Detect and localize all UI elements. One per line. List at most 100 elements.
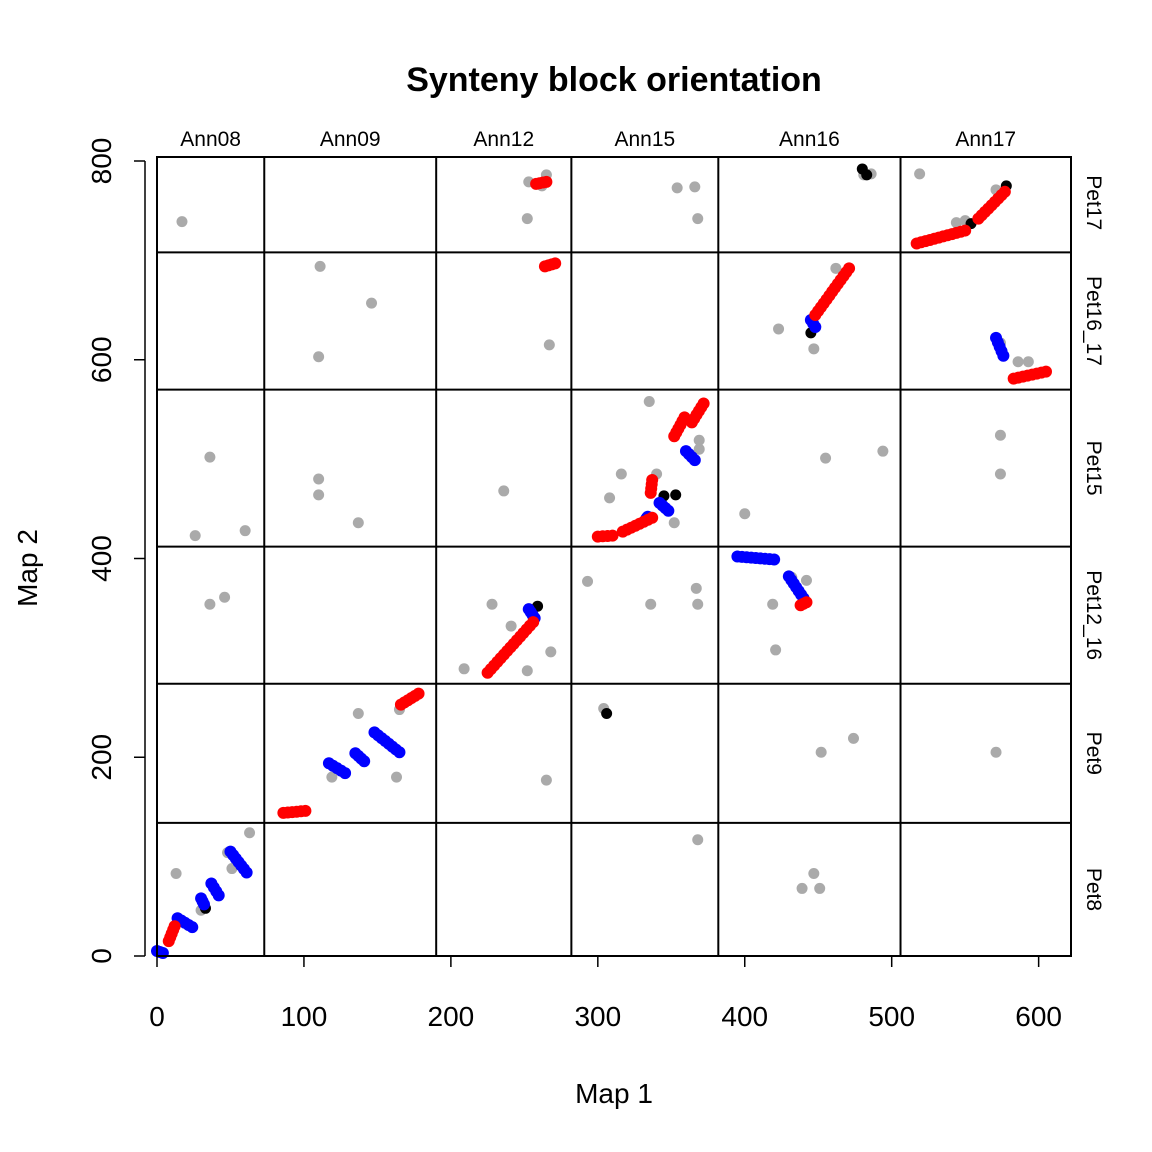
- data-point: [689, 181, 701, 193]
- data-point: [186, 921, 199, 934]
- x-tick-label: 100: [281, 1001, 328, 1032]
- data-point: [366, 297, 378, 309]
- data-point: [505, 620, 517, 632]
- data-point: [994, 468, 1006, 480]
- data-point: [189, 530, 201, 542]
- data-point: [176, 216, 188, 228]
- data-point: [670, 489, 682, 501]
- data-point: [545, 646, 557, 658]
- data-point: [645, 598, 657, 610]
- data-point: [212, 889, 225, 902]
- data-point: [170, 868, 182, 880]
- data-point: [692, 834, 704, 846]
- data-point: [314, 260, 326, 272]
- data-point: [156, 947, 169, 960]
- data-point: [646, 511, 659, 524]
- data-point: [1022, 356, 1034, 368]
- data-point: [770, 644, 782, 656]
- panel-grid: [157, 157, 1071, 956]
- data-point: [299, 804, 312, 817]
- data-point: [527, 616, 540, 629]
- data-point: [1039, 365, 1052, 378]
- y-tick-label: 400: [86, 535, 117, 582]
- row-label: Pet16_17: [1082, 276, 1105, 366]
- data-point: [693, 434, 705, 446]
- column-label: Ann12: [473, 128, 534, 151]
- column-label: Ann09: [320, 128, 381, 151]
- data-point: [582, 575, 594, 587]
- data-point: [809, 320, 822, 333]
- plot-frame: [156, 156, 1072, 957]
- data-point: [994, 429, 1006, 441]
- data-point: [391, 771, 403, 783]
- data-point: [688, 454, 701, 467]
- data-point: [458, 663, 470, 675]
- data-point: [606, 529, 619, 542]
- data-point: [219, 591, 231, 603]
- data-point: [358, 755, 371, 768]
- data-point: [604, 492, 616, 504]
- data-point: [861, 169, 873, 181]
- x-tick-label: 0: [149, 1001, 165, 1032]
- data-point: [168, 920, 181, 933]
- data-point: [352, 517, 364, 529]
- data-point: [244, 827, 256, 839]
- x-tick-label: 400: [721, 1001, 768, 1032]
- data-point: [767, 598, 779, 610]
- y-axis-title: Map 2: [12, 529, 43, 607]
- data-point: [498, 485, 510, 497]
- data-point: [843, 262, 856, 275]
- x-tick-label: 200: [428, 1001, 475, 1032]
- data-point: [313, 473, 325, 485]
- data-point: [540, 175, 553, 188]
- data-point: [198, 898, 211, 911]
- data-point: [693, 443, 705, 455]
- data-point: [352, 708, 364, 720]
- x-tick-label: 600: [1015, 1001, 1062, 1032]
- data-point: [997, 349, 1010, 362]
- row-label: Pet17: [1082, 175, 1105, 230]
- column-label: Ann17: [955, 128, 1016, 151]
- data-point: [412, 687, 425, 700]
- data-point: [830, 262, 842, 274]
- data-point: [239, 525, 251, 537]
- data-point: [815, 746, 827, 758]
- row-label: Pet15: [1082, 441, 1105, 496]
- x-tick-label: 300: [574, 1001, 621, 1032]
- column-label: Ann16: [779, 128, 840, 151]
- data-point: [690, 582, 702, 594]
- data-point: [540, 774, 552, 786]
- column-label: Ann15: [614, 128, 675, 151]
- data-point: [615, 468, 627, 480]
- data-point: [739, 508, 751, 520]
- data-point: [549, 257, 562, 270]
- data-point: [393, 746, 406, 759]
- data-point: [204, 598, 216, 610]
- data-point: [521, 665, 533, 677]
- row-label: Pet9: [1082, 732, 1105, 775]
- data-point: [914, 168, 926, 180]
- chart-title: Synteny block orientation: [406, 61, 822, 99]
- data-point: [796, 882, 808, 894]
- data-point: [543, 339, 555, 351]
- data-point: [692, 213, 704, 225]
- data-point: [990, 746, 1002, 758]
- data-point: [847, 732, 859, 744]
- row-label: Pet12_16: [1082, 570, 1105, 660]
- data-point: [820, 452, 832, 464]
- data-point: [668, 517, 680, 529]
- data-point: [773, 323, 785, 335]
- facet-labels: Ann08 Ann09 Ann12 Ann15 Ann16 Ann17 Pet8 Pet9 Pe…: [180, 128, 1105, 911]
- data-point: [326, 771, 338, 783]
- data-point: [950, 217, 962, 229]
- y-tick-label: 200: [86, 734, 117, 781]
- data-point: [601, 708, 613, 720]
- data-point: [521, 213, 533, 225]
- data-point: [646, 473, 659, 486]
- data-point: [240, 866, 253, 879]
- data-point: [339, 767, 352, 780]
- data-point: [643, 395, 655, 407]
- data-point: [1012, 356, 1024, 368]
- data-point: [959, 224, 972, 237]
